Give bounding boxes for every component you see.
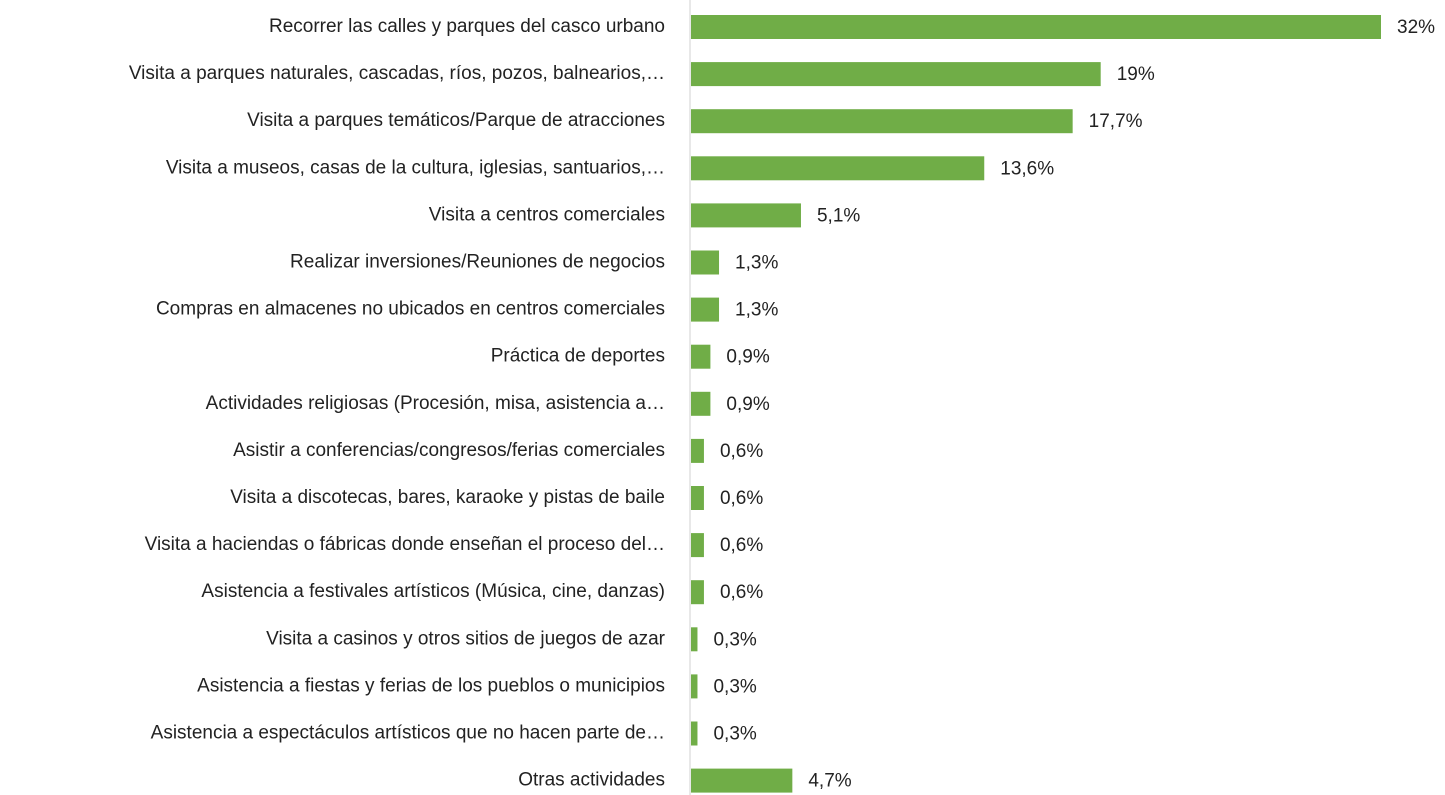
bar: [691, 486, 704, 510]
category-label: Visita a centros comerciales: [429, 204, 665, 225]
value-label: 0,6%: [720, 535, 763, 556]
value-label: 17,7%: [1089, 111, 1143, 132]
value-label: 13,6%: [1000, 158, 1054, 179]
category-label: Asistencia a fiestas y ferias de los pue…: [197, 675, 665, 696]
bar: [691, 533, 704, 558]
category-label: Otras actividades: [518, 770, 665, 791]
bar: [691, 156, 985, 181]
bar: [691, 344, 711, 369]
value-label: 0,6%: [720, 488, 763, 509]
bar: [691, 391, 711, 416]
category-label: Visita a casinos y otros sitios de juego…: [266, 628, 666, 649]
value-label: 4,7%: [808, 771, 851, 792]
bar: [691, 62, 1101, 87]
value-label: 0,9%: [726, 347, 769, 368]
category-label: Visita a parques naturales, cascadas, rí…: [129, 63, 665, 84]
category-label: Asistencia a espectáculos artísticos que…: [151, 723, 665, 744]
category-label: Asistencia a festivales artísticos (Músi…: [201, 581, 665, 602]
bar: [691, 109, 1073, 134]
bar: [691, 721, 698, 746]
value-label: 0,6%: [720, 582, 763, 603]
bar: [691, 438, 704, 463]
bar: [691, 15, 1381, 39]
category-label: Compras en almacenes no ubicados en cent…: [156, 299, 665, 320]
category-label: Visita a museos, casas de la cultura, ig…: [166, 157, 665, 178]
bar: [691, 768, 793, 793]
category-label: Asistir a conferencias/congresos/ferias …: [233, 440, 665, 461]
value-label: 0,3%: [713, 724, 756, 745]
bar: [691, 203, 801, 228]
bar: [691, 297, 720, 322]
value-label: 0,3%: [713, 629, 756, 650]
category-label: Recorrer las calles y parques del casco …: [269, 16, 665, 37]
value-label: 1,3%: [735, 300, 778, 321]
value-label: 0,6%: [720, 441, 763, 462]
category-label: Visita a discotecas, bares, karaoke y pi…: [230, 487, 665, 508]
category-label: Realizar inversiones/Reuniones de negoci…: [290, 252, 665, 273]
value-label: 0,3%: [713, 676, 756, 697]
value-label: 0,9%: [726, 394, 769, 415]
bar: [691, 627, 698, 652]
bar: [691, 250, 720, 275]
category-label: Práctica de deportes: [491, 346, 665, 367]
bar: [691, 580, 704, 605]
bar: [691, 674, 698, 699]
category-label: Visita a parques temáticos/Parque de atr…: [247, 110, 665, 131]
category-label: Actividades religiosas (Procesión, misa,…: [206, 393, 665, 414]
value-label: 1,3%: [735, 253, 778, 274]
category-label: Visita a haciendas o fábricas donde ense…: [145, 534, 665, 555]
value-label: 32%: [1397, 17, 1435, 38]
value-label: 5,1%: [817, 205, 860, 226]
value-label: 19%: [1117, 64, 1155, 85]
